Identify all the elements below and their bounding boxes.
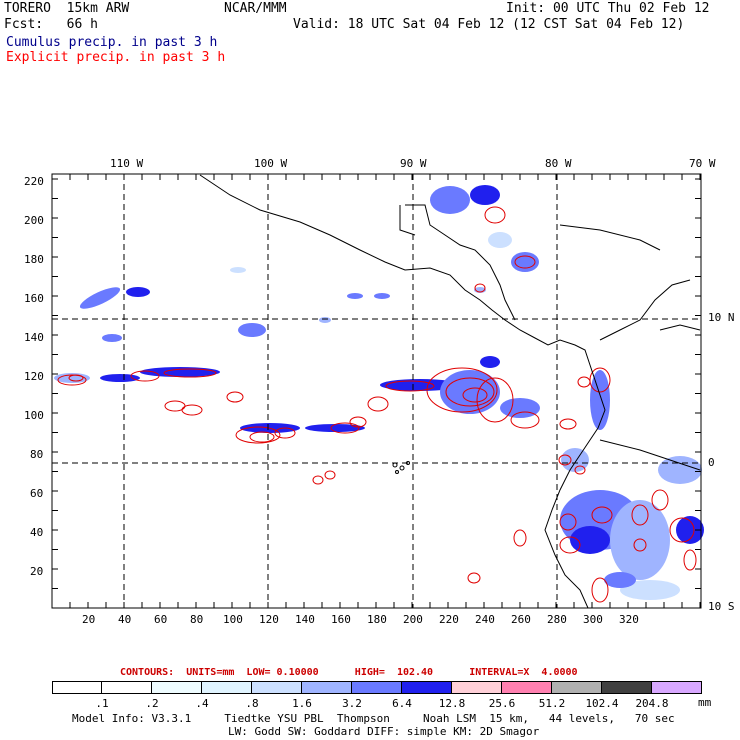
y-tick-label: 180	[24, 253, 44, 266]
lon-label-90w: 90 W	[400, 157, 427, 170]
y-tick-label: 200	[24, 214, 44, 227]
legend-label: 204.8	[635, 697, 669, 710]
x-tick-label: 280	[547, 613, 567, 626]
y-tick-label: 80	[30, 448, 44, 461]
x-tick-label: 140	[295, 613, 315, 626]
x-tick-label: 100	[223, 613, 243, 626]
legend-label: 102.4	[585, 697, 619, 710]
x-tick-label: 300	[583, 613, 603, 626]
x-tick-label: 120	[259, 613, 279, 626]
model-title: TORERO 15km ARW	[4, 1, 130, 16]
legend-swatch	[302, 681, 352, 694]
y-tick-label: 100	[24, 409, 44, 422]
explicit-precip-contours	[57, 206, 697, 603]
lon-label-70w: 70 W	[689, 157, 716, 170]
legend-unit: mm	[698, 696, 712, 709]
legend-swatch	[102, 681, 152, 694]
legend-swatch	[252, 681, 302, 694]
y-tick-label: 120	[24, 370, 44, 383]
init-time: Init: 00 UTC Thu 02 Feb 12	[506, 1, 710, 16]
y-tick-label: 20	[30, 565, 44, 578]
explicit-precip-label: Explicit precip. in past 3 h	[6, 50, 226, 65]
legend-label: 6.4	[392, 697, 412, 710]
legend-label: .4	[195, 697, 209, 710]
model-info-physics: LW: Godd SW: Goddard DIFF: simple KM: 2D…	[228, 725, 540, 738]
x-tick-label: 20	[82, 613, 96, 626]
model-info: Model Info: V3.3.1 Tiedtke YSU PBL Thomp…	[72, 712, 675, 725]
legend-label: 12.8	[438, 697, 466, 710]
y-tick-label: 60	[30, 487, 44, 500]
cumulus-precip-shading	[54, 185, 704, 600]
lon-label-100w: 100 W	[254, 157, 288, 170]
y-tick-label: 140	[24, 331, 44, 344]
lon-label-110w: 110 W	[110, 157, 144, 170]
legend-label: .1	[95, 697, 109, 710]
x-tick-label: 320	[619, 613, 639, 626]
legend-swatch	[552, 681, 602, 694]
legend-label: 3.2	[342, 697, 362, 710]
x-tick-label: 200	[403, 613, 423, 626]
legend-label: 1.6	[292, 697, 312, 710]
legend-label: .8	[245, 697, 259, 710]
x-tick-label: 180	[367, 613, 387, 626]
legend-swatch	[502, 681, 552, 694]
lon-label-80w: 80 W	[545, 157, 572, 170]
legend-label: 51.2	[538, 697, 566, 710]
graticule	[52, 174, 701, 608]
x-tick-label: 40	[118, 613, 132, 626]
legend-swatch	[602, 681, 652, 694]
x-tick-label: 240	[475, 613, 495, 626]
cumulus-precip-label: Cumulus precip. in past 3 h	[6, 35, 218, 50]
legend-label: 25.6	[488, 697, 516, 710]
lat-label-0: 0	[708, 456, 715, 469]
y-tick-label: 160	[24, 292, 44, 305]
x-tick-label: 160	[331, 613, 351, 626]
y-tick-label: 220	[24, 175, 44, 188]
forecast-hour: Fcst: 66 h	[4, 17, 98, 32]
legend-swatch	[152, 681, 202, 694]
x-tick-label: 260	[511, 613, 531, 626]
legend-swatch	[52, 681, 102, 694]
x-tick-label: 220	[439, 613, 459, 626]
valid-time: Valid: 18 UTC Sat 04 Feb 12 (12 CST Sat …	[293, 17, 685, 32]
lat-label-10s: 10 S	[708, 600, 735, 613]
contour-info: CONTOURS: UNITS=mm LOW= 0.10000 HIGH= 10…	[120, 667, 578, 678]
legend-label: .2	[145, 697, 159, 710]
legend-swatch	[652, 681, 702, 694]
x-tick-label: 80	[190, 613, 204, 626]
org-label: NCAR/MMM	[224, 1, 287, 16]
legend-swatch	[402, 681, 452, 694]
lat-label-10n: 10 N	[708, 311, 735, 324]
axis-ticks	[51, 174, 701, 609]
legend-swatch	[352, 681, 402, 694]
legend-swatch	[452, 681, 502, 694]
y-tick-label: 40	[30, 526, 44, 539]
legend-swatch	[202, 681, 252, 694]
x-tick-label: 60	[154, 613, 168, 626]
